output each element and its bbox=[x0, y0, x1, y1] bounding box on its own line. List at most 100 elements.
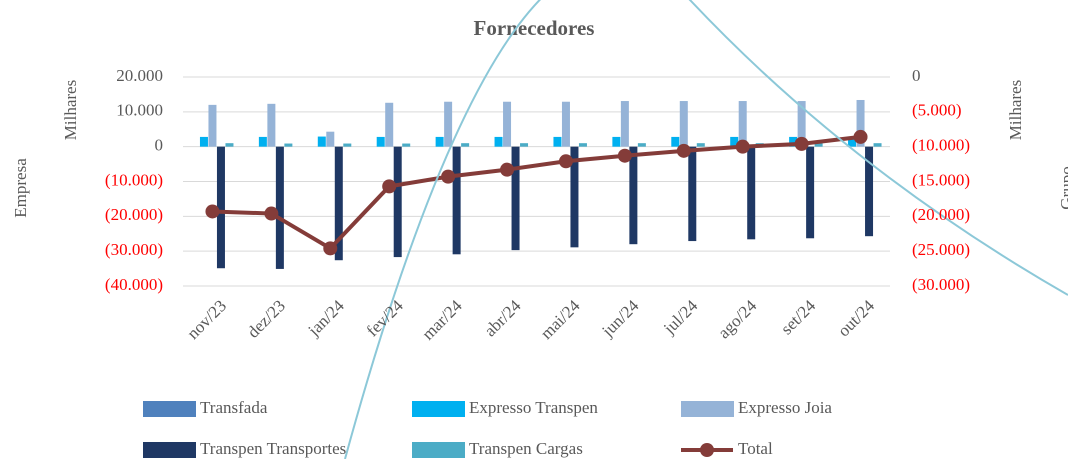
bar bbox=[696, 143, 705, 147]
total-marker bbox=[264, 206, 279, 221]
y-unit-label: Milhares bbox=[61, 80, 80, 140]
total-marker bbox=[794, 136, 809, 151]
bar bbox=[461, 143, 470, 147]
x-tick-label: out/24 bbox=[834, 296, 879, 341]
y-tick-label: 0 bbox=[155, 136, 164, 155]
x-tick-label: jun/24 bbox=[598, 296, 643, 341]
y2-tick-label: (20.000) bbox=[912, 205, 970, 224]
bar bbox=[561, 101, 570, 147]
bar bbox=[326, 131, 335, 147]
bar bbox=[503, 101, 512, 147]
bar bbox=[208, 104, 217, 147]
total-marker bbox=[617, 148, 632, 163]
bar bbox=[637, 143, 646, 147]
total-marker bbox=[500, 162, 515, 177]
legend-label: Transpen Cargas bbox=[469, 439, 583, 458]
total-marker bbox=[382, 179, 397, 194]
y-tick-label: 20.000 bbox=[116, 66, 163, 85]
y2-unit-label: Milhares bbox=[1006, 80, 1025, 140]
x-tick-label: set/24 bbox=[777, 296, 820, 339]
x-tick-label: dez/23 bbox=[243, 296, 288, 341]
bar bbox=[216, 146, 225, 269]
x-tick-label: jul/24 bbox=[659, 296, 702, 339]
y2-tick-label: (5.000) bbox=[912, 101, 962, 120]
legend-label: Expresso Joia bbox=[738, 398, 832, 417]
total-marker bbox=[205, 204, 220, 219]
legend-swatch bbox=[412, 401, 465, 417]
bar bbox=[258, 136, 267, 147]
bar bbox=[873, 143, 882, 147]
bar bbox=[797, 101, 806, 147]
y2-tick-label: 0 bbox=[912, 66, 921, 85]
grid bbox=[183, 76, 890, 287]
bar bbox=[553, 136, 562, 147]
x-tick-label: mai/24 bbox=[537, 296, 584, 343]
bar bbox=[747, 146, 756, 240]
legend-swatch bbox=[681, 401, 734, 417]
bar bbox=[267, 103, 276, 147]
bar bbox=[334, 146, 343, 261]
bar bbox=[511, 146, 520, 251]
bar bbox=[275, 146, 284, 269]
bar bbox=[494, 136, 503, 147]
y2-tick-label: (10.000) bbox=[912, 136, 970, 155]
marks bbox=[199, 99, 882, 269]
total-marker bbox=[853, 129, 868, 144]
bar bbox=[730, 136, 739, 147]
bar bbox=[848, 136, 857, 147]
y-tick-label: (20.000) bbox=[105, 205, 163, 224]
y-tick-label: (40.000) bbox=[105, 275, 163, 294]
total-marker bbox=[735, 139, 750, 154]
legend-label: Total bbox=[738, 439, 773, 458]
bar bbox=[402, 143, 411, 147]
bar bbox=[435, 136, 444, 147]
bar bbox=[199, 136, 208, 147]
bar bbox=[570, 146, 579, 248]
legend-swatch bbox=[143, 401, 196, 417]
x-tick-label: nov/23 bbox=[183, 296, 230, 343]
y2-tick-label: (30.000) bbox=[912, 275, 970, 294]
y-axis-title: Empresa bbox=[11, 158, 30, 218]
y2-axis-title: Grupo bbox=[1057, 166, 1068, 209]
bar bbox=[225, 143, 234, 147]
bar bbox=[284, 143, 293, 147]
x-tick-label: abr/24 bbox=[480, 296, 524, 340]
total-marker bbox=[676, 143, 691, 158]
bar bbox=[629, 146, 638, 245]
bar bbox=[376, 136, 385, 147]
legend-label: Expresso Transpen bbox=[469, 398, 598, 417]
bar bbox=[738, 101, 747, 147]
x-tick-label: ago/24 bbox=[714, 296, 761, 343]
bar bbox=[520, 143, 529, 147]
bar bbox=[806, 146, 815, 239]
legend-swatch bbox=[143, 442, 196, 458]
x-tick-label: jan/24 bbox=[304, 296, 349, 341]
y-tick-label: 10.000 bbox=[116, 101, 163, 120]
y-tick-label: (30.000) bbox=[105, 240, 163, 259]
legend-label: Transfada bbox=[200, 398, 268, 417]
legend-swatch bbox=[412, 442, 465, 458]
x-tick-label: mar/24 bbox=[418, 296, 466, 344]
legend-swatch bbox=[700, 443, 714, 457]
bar bbox=[789, 136, 798, 147]
bar bbox=[578, 143, 587, 147]
x-tick-label: fev/24 bbox=[363, 296, 407, 340]
bar bbox=[865, 146, 874, 237]
bar bbox=[612, 136, 621, 147]
bar bbox=[444, 101, 453, 147]
bar bbox=[688, 146, 697, 242]
bar bbox=[343, 143, 352, 147]
decorative-arc bbox=[344, 0, 1068, 459]
bar bbox=[393, 146, 402, 258]
bar bbox=[452, 146, 461, 255]
bar bbox=[679, 101, 688, 147]
total-marker bbox=[441, 169, 456, 184]
y2-tick-label: (25.000) bbox=[912, 240, 970, 259]
bar bbox=[856, 99, 865, 147]
total-marker bbox=[323, 241, 338, 256]
bar bbox=[317, 136, 326, 147]
bar bbox=[620, 101, 629, 147]
y2-tick-label: (15.000) bbox=[912, 170, 970, 189]
bar bbox=[814, 143, 823, 147]
